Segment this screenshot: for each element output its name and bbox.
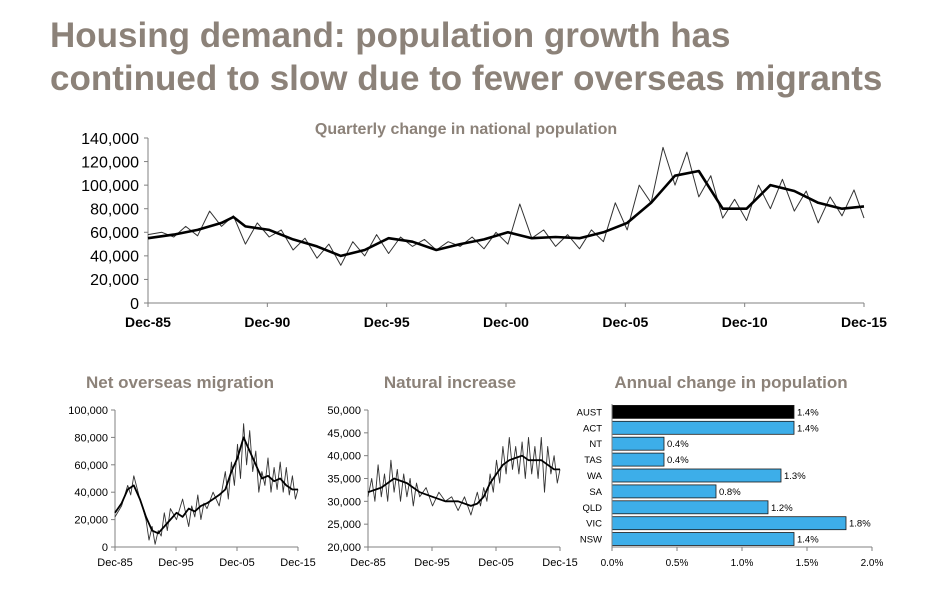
bar-value-label: 1.4% [797,423,819,434]
population-chart-x-tick-label: Dec-90 [244,314,290,330]
bar-vic [611,516,847,531]
migration-chart-x-tick-label: Dec-05 [219,557,254,569]
migration-chart-trend-line [114,436,298,535]
migration-chart-x-tick-label: Dec-85 [97,557,132,569]
migration-chart-y-tick-label: 0 [102,542,108,554]
bar-value-label: 1.4% [797,407,819,418]
bar-nsw [611,532,795,546]
migration-chart-title: Net overseas migration [86,373,274,392]
migration-chart-y-tick-label: 40,000 [74,487,108,499]
bar-chart-title: Annual change in population [614,373,847,392]
bar-chart-x-tick-label: 1.5% [796,558,819,569]
natural-chart-y-tick-label: 30,000 [327,496,361,508]
bar-act [611,420,795,435]
bar-category-label: SA [589,487,602,498]
natural-chart-y-tick-label: 20,000 [327,542,361,554]
bar-category-label: NSW [580,535,602,546]
population-chart-y-tick-label: 80,000 [90,201,139,218]
bar-aust [611,404,795,419]
population-chart-y-tick-label: 120,000 [81,154,139,171]
population-chart-x-tick-label: Dec-00 [483,314,529,330]
natural-chart-trend-line [367,454,560,507]
migration-chart-y-tick-label: 20,000 [74,515,108,527]
migration-chart-x-tick-label: Dec-95 [158,557,193,569]
page-title-line-1: Housing demand: population growth has [50,16,731,55]
natural-chart-title: Natural increase [384,373,516,392]
bar-value-label: 1.4% [797,535,819,546]
natural-chart-x-tick-label: Dec-05 [478,557,513,569]
bar-chart-x-tick-label: 0.0% [601,558,624,569]
population-chart-x-tick-label: Dec-10 [722,314,768,330]
bar-qld [611,500,769,515]
population-chart-y-tick-label: 0 [130,296,139,313]
natural-chart-y-tick-label: 45,000 [327,428,361,440]
natural-chart-y-tick-label: 40,000 [327,451,361,463]
migration-chart-y-tick-label: 100,000 [68,405,108,417]
bar-value-label: 0.4% [667,455,689,466]
bar-value-label: 0.4% [667,439,689,450]
population-chart-x-tick-label: Dec-95 [364,314,410,330]
bar-value-label: 1.3% [784,471,806,482]
migration-chart-y-tick-label: 60,000 [74,460,108,472]
population-chart-y-tick-label: 60,000 [90,225,139,242]
bar-category-label: ACT [583,423,602,434]
population-chart-x-tick-label: Dec-15 [841,314,887,330]
bar-nt [611,436,665,451]
natural-chart-x-tick-label: Dec-95 [414,557,449,569]
page-title-line-2: continued to slow due to fewer overseas … [50,59,883,98]
migration-chart-y-tick-label: 80,000 [74,432,108,444]
population-chart-y-tick-label: 20,000 [90,272,139,289]
population-chart-x-tick-label: Dec-85 [125,314,171,330]
natural-chart-x-tick-label: Dec-15 [542,557,577,569]
bar-wa [611,468,782,483]
page-title: Housing demand: population growth has co… [50,14,940,100]
population-chart-quarterly-line [147,146,865,266]
bar-category-label: NT [589,439,602,450]
population-chart-title: Quarterly change in national population [315,121,617,138]
bar-value-label: 1.8% [849,519,871,530]
natural-chart-x-tick-label: Dec-85 [350,557,385,569]
bar-value-label: 0.8% [719,487,741,498]
natural-chart-y-tick-label: 25,000 [327,519,361,531]
natural-chart-y-tick-label: 35,000 [327,473,361,485]
migration-chart-x-tick-label: Dec-15 [280,557,315,569]
population-chart-y-tick-label: 40,000 [90,249,139,266]
bar-category-label: VIC [586,519,602,530]
bar-category-label: AUST [577,407,603,418]
bar-category-label: TAS [584,455,602,466]
population-chart-y-tick-label: 100,000 [81,178,139,195]
population-chart-x-tick-label: Dec-05 [602,314,648,330]
population-chart-trend-line [147,169,865,258]
natural-chart-y-tick-label: 50,000 [327,405,361,417]
bar-sa [611,484,717,499]
bar-tas [611,452,665,467]
bar-chart-x-tick-label: 1.0% [731,558,754,569]
bar-category-label: QLD [582,503,602,514]
migration-chart-quarterly-line [114,423,299,545]
bar-category-label: WA [587,471,603,482]
bar-chart-x-tick-label: 2.0% [861,558,884,569]
bar-value-label: 1.2% [771,503,793,514]
bar-chart-x-tick-label: 0.5% [666,558,689,569]
population-chart-y-tick-label: 140,000 [81,131,139,148]
